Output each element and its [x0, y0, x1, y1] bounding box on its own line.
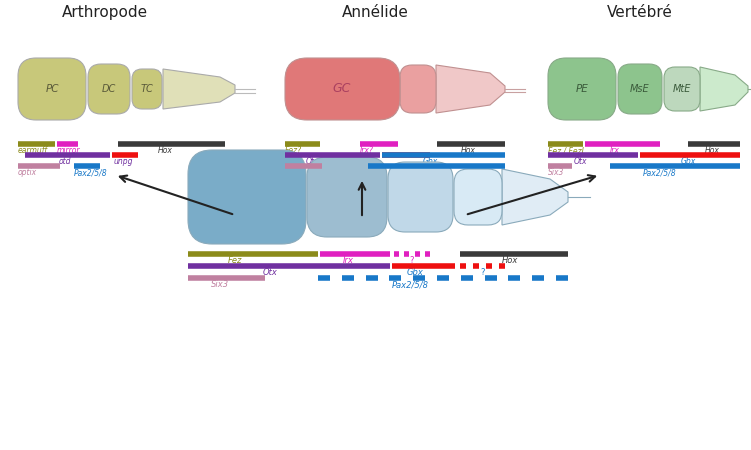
Text: Fez: Fez: [228, 256, 242, 265]
Text: Six3: Six3: [211, 280, 229, 289]
Text: Otx: Otx: [573, 157, 587, 166]
Text: GC: GC: [333, 82, 351, 95]
Text: Vertébré: Vertébré: [607, 5, 673, 20]
FancyBboxPatch shape: [18, 58, 86, 120]
Text: Six3: Six3: [548, 168, 564, 177]
Text: Arthropode: Arthropode: [62, 5, 148, 20]
Polygon shape: [163, 69, 235, 109]
FancyBboxPatch shape: [618, 64, 662, 114]
FancyBboxPatch shape: [454, 169, 502, 225]
FancyBboxPatch shape: [548, 58, 616, 120]
Text: TC: TC: [140, 84, 153, 94]
FancyBboxPatch shape: [664, 67, 700, 111]
Text: Gbx: Gbx: [680, 157, 695, 166]
Text: PE: PE: [575, 84, 588, 94]
FancyBboxPatch shape: [400, 65, 436, 113]
Text: ?: ?: [481, 268, 485, 277]
Text: MsE: MsE: [630, 84, 650, 94]
FancyBboxPatch shape: [388, 162, 453, 232]
Text: Pax2/5/8: Pax2/5/8: [74, 168, 107, 177]
Text: Pax2/5/8: Pax2/5/8: [391, 168, 425, 177]
Text: optix: optix: [18, 168, 37, 177]
FancyBboxPatch shape: [307, 157, 387, 237]
Polygon shape: [700, 67, 748, 111]
Text: unpg: unpg: [114, 157, 134, 166]
Text: Fez / FezL: Fez / FezL: [548, 146, 586, 155]
Text: ?: ?: [410, 256, 415, 265]
Polygon shape: [502, 169, 568, 225]
Text: Hox: Hox: [158, 146, 173, 155]
Polygon shape: [436, 65, 505, 113]
Text: Hox: Hox: [502, 256, 518, 265]
Text: otd: otd: [59, 157, 71, 166]
Text: Pax2/5/8: Pax2/5/8: [391, 280, 429, 289]
Text: Six3: Six3: [285, 168, 301, 177]
Text: mirror: mirror: [57, 146, 80, 155]
Text: Hox: Hox: [704, 146, 719, 155]
FancyBboxPatch shape: [132, 69, 162, 109]
Text: PC: PC: [45, 84, 59, 94]
FancyBboxPatch shape: [188, 150, 306, 244]
Text: Otx: Otx: [263, 268, 277, 277]
Text: Otx: Otx: [305, 157, 318, 166]
FancyBboxPatch shape: [88, 64, 130, 114]
Text: earmuff: earmuff: [18, 146, 48, 155]
Text: Pax2/5/8: Pax2/5/8: [643, 168, 677, 177]
Text: Irx?: Irx?: [360, 146, 374, 155]
Text: Hox: Hox: [460, 146, 475, 155]
Text: Irx: Irx: [610, 146, 620, 155]
Text: Annélide: Annélide: [342, 5, 409, 20]
Text: MtE: MtE: [673, 84, 691, 94]
FancyBboxPatch shape: [285, 58, 400, 120]
Text: DC: DC: [102, 84, 116, 94]
Text: Gbx: Gbx: [406, 268, 424, 277]
Text: Gbx: Gbx: [422, 157, 438, 166]
Text: Irx: Irx: [342, 256, 354, 265]
Text: Fez?: Fez?: [285, 146, 302, 155]
